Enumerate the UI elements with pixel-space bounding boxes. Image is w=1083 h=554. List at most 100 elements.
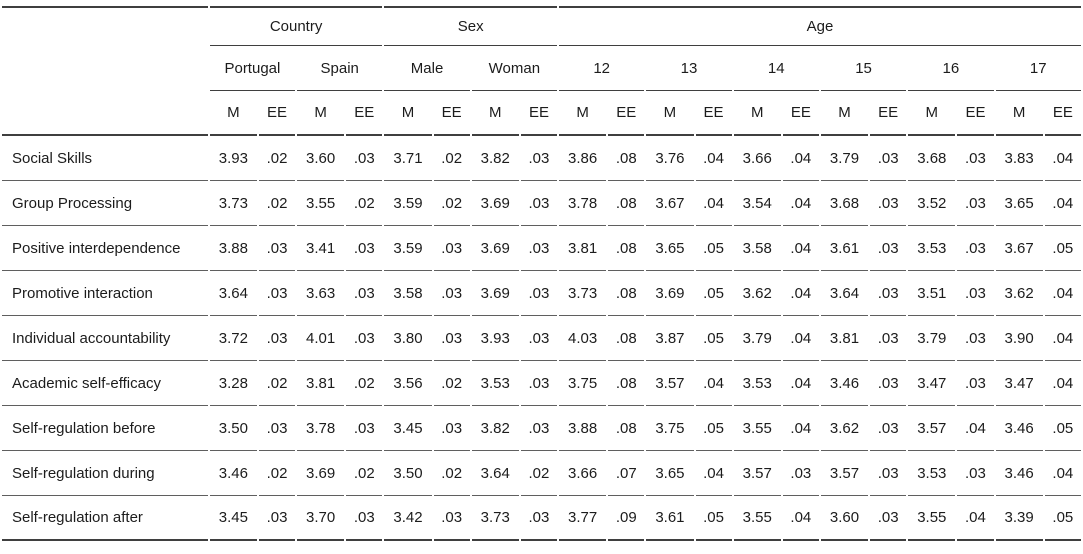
mean-value: 3.53 — [733, 361, 781, 406]
se-value: .03 — [258, 496, 296, 541]
se-value: .05 — [1044, 496, 1081, 541]
se-value: .04 — [957, 406, 994, 451]
mean-value: 3.65 — [646, 226, 694, 271]
se-value: .02 — [346, 181, 383, 226]
se-value: .03 — [346, 406, 383, 451]
row-label: Positive interdependence — [2, 226, 208, 271]
mean-value: 3.46 — [820, 361, 869, 406]
se-value: .03 — [957, 181, 994, 226]
se-value: .08 — [608, 226, 645, 271]
row-label: Self-regulation after — [2, 496, 208, 541]
se-value: .05 — [695, 496, 732, 541]
mean-value: 3.55 — [908, 496, 956, 541]
table-row: Social Skills 3.93.02 3.60.03 3.71.02 3.82.0… — [2, 136, 1081, 181]
se-value: .02 — [433, 361, 470, 406]
mean-value: 3.47 — [995, 361, 1043, 406]
se-value: .03 — [870, 181, 907, 226]
se-value: .02 — [258, 361, 296, 406]
se-value: .03 — [346, 226, 383, 271]
se-value: .04 — [782, 496, 819, 541]
se-value: .03 — [957, 451, 994, 496]
se-column-header: EE — [782, 91, 819, 136]
mean-value: 3.65 — [995, 181, 1043, 226]
se-value: .03 — [520, 316, 558, 361]
mean-value: 3.45 — [209, 496, 257, 541]
mean-column-header: M — [471, 91, 519, 136]
mean-value: 3.46 — [995, 451, 1043, 496]
se-value: .03 — [782, 451, 819, 496]
mean-column-header: M — [209, 91, 257, 136]
se-column-header: EE — [957, 91, 994, 136]
se-value: .03 — [346, 316, 383, 361]
mean-value: 3.73 — [471, 496, 519, 541]
mean-value: 3.61 — [646, 496, 694, 541]
se-value: .03 — [258, 271, 296, 316]
mean-value: 3.59 — [384, 226, 432, 271]
se-value: .03 — [433, 406, 470, 451]
se-value: .03 — [520, 361, 558, 406]
mean-value: 3.69 — [646, 271, 694, 316]
se-value: .05 — [695, 271, 732, 316]
se-value: .04 — [1044, 181, 1081, 226]
table-row: Self-regulation after 3.45.03 3.70.03 3.42.… — [2, 496, 1081, 541]
mean-column-header: M — [820, 91, 869, 136]
mean-value: 3.79 — [733, 316, 781, 361]
se-value: .05 — [695, 226, 732, 271]
se-value: .04 — [695, 451, 732, 496]
mean-value: 3.69 — [297, 451, 345, 496]
subgroup-header-woman: Woman — [471, 46, 558, 91]
se-value: .03 — [870, 451, 907, 496]
mean-column-header: M — [384, 91, 432, 136]
se-value: .04 — [1044, 451, 1081, 496]
mean-value: 3.42 — [384, 496, 432, 541]
se-value: .02 — [520, 451, 558, 496]
mean-value: 4.01 — [297, 316, 345, 361]
mean-value: 3.77 — [559, 496, 607, 541]
row-label: Academic self-efficacy — [2, 361, 208, 406]
mean-value: 3.67 — [646, 181, 694, 226]
subgroup-header-16: 16 — [908, 46, 994, 91]
se-value: .04 — [782, 226, 819, 271]
se-value: .03 — [870, 316, 907, 361]
mean-value: 3.83 — [995, 136, 1043, 181]
se-value: .04 — [782, 136, 819, 181]
se-value: .03 — [433, 316, 470, 361]
se-value: .03 — [520, 136, 558, 181]
se-value: .08 — [608, 181, 645, 226]
mean-column-header: M — [908, 91, 956, 136]
mean-value: 3.53 — [908, 451, 956, 496]
mean-value: 3.81 — [559, 226, 607, 271]
se-value: .04 — [695, 136, 732, 181]
group-header-row: Country Sex Age — [2, 6, 1081, 46]
table-row: Group Processing 3.73.02 3.55.02 3.59.02 3.6… — [2, 181, 1081, 226]
table-header: Country Sex Age Portugal Spain Male Woman 12… — [2, 6, 1081, 136]
mean-value: 3.60 — [820, 496, 869, 541]
se-value: .03 — [433, 496, 470, 541]
se-value: .03 — [258, 316, 296, 361]
se-value: .02 — [433, 136, 470, 181]
se-value: .03 — [258, 406, 296, 451]
mean-value: 3.68 — [908, 136, 956, 181]
mean-value: 3.65 — [646, 451, 694, 496]
subgroup-header-row: Portugal Spain Male Woman 12 13 14 15 16 17 — [2, 46, 1081, 91]
group-header-country: Country — [209, 6, 383, 46]
mean-value: 3.46 — [995, 406, 1043, 451]
se-value: .08 — [608, 271, 645, 316]
se-value: .08 — [608, 136, 645, 181]
mean-column-header: M — [646, 91, 694, 136]
mean-value: 3.39 — [995, 496, 1043, 541]
se-value: .03 — [346, 496, 383, 541]
se-value: .03 — [520, 226, 558, 271]
row-label: Self-regulation during — [2, 451, 208, 496]
mean-value: 3.46 — [209, 451, 257, 496]
mean-value: 3.58 — [384, 271, 432, 316]
mean-value: 3.68 — [820, 181, 869, 226]
mean-value: 3.45 — [384, 406, 432, 451]
se-value: .08 — [608, 316, 645, 361]
se-value: .04 — [782, 316, 819, 361]
se-value: .03 — [870, 361, 907, 406]
se-value: .08 — [608, 406, 645, 451]
se-value: .02 — [433, 181, 470, 226]
mean-value: 3.73 — [559, 271, 607, 316]
